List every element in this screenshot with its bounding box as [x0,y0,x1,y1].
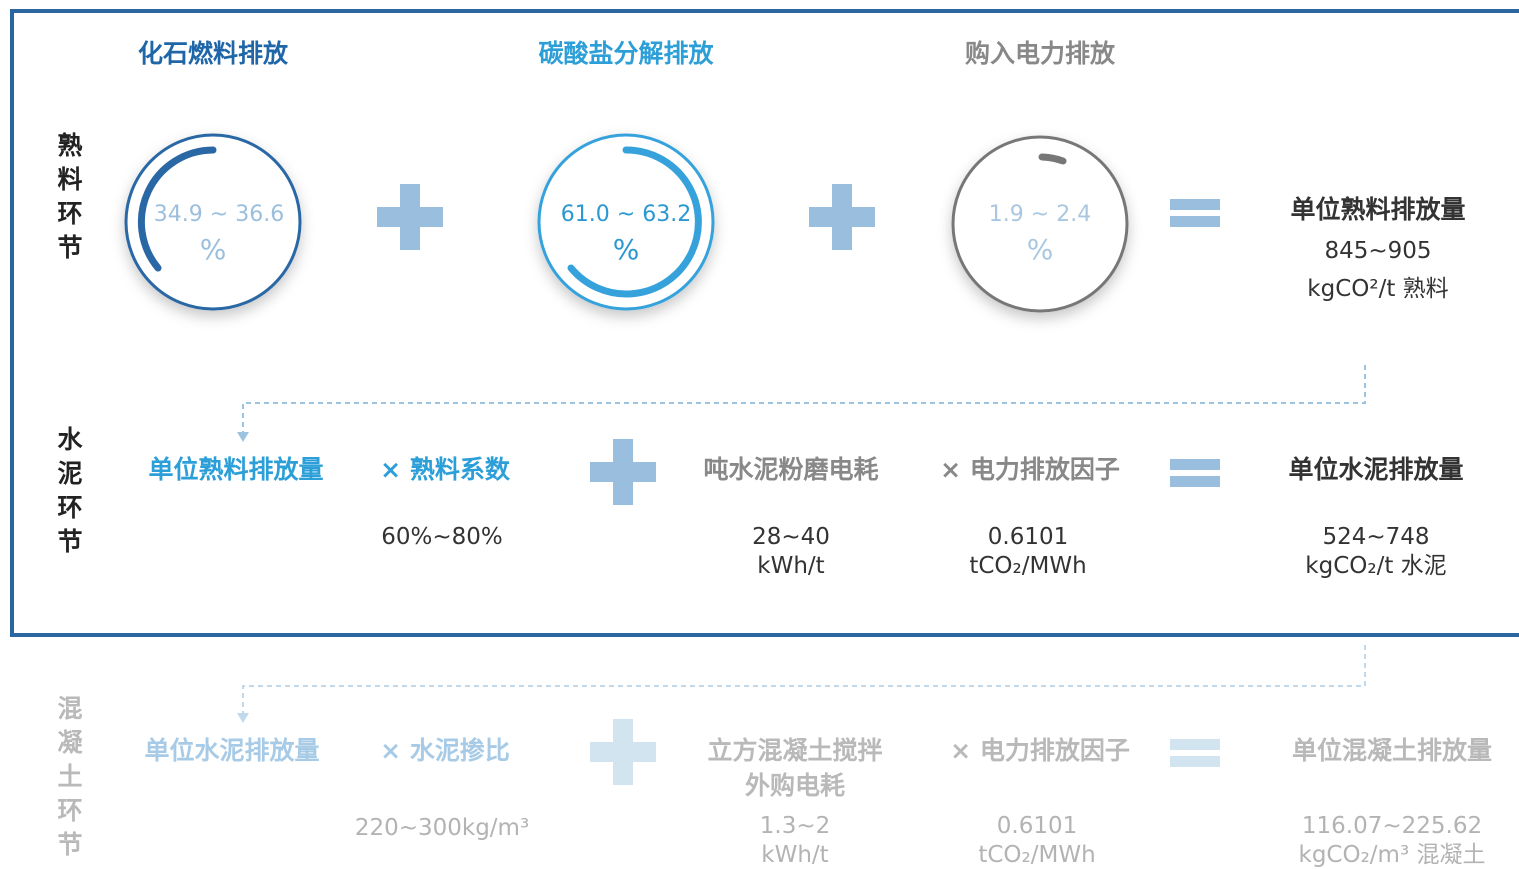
connectors [242,365,1366,716]
equals-signs [1170,199,1220,767]
plus-signs [377,184,875,785]
unit: % [1026,233,1054,266]
result-title: 单位熟料排放量 [1290,195,1466,224]
value: 0.6101 [987,524,1069,550]
result-value: 524~748 [1322,524,1430,550]
result-value: 116.07~225.62 [1301,813,1483,839]
unit: % [612,233,640,266]
circle-1 [124,133,302,311]
title: × 熟料系数 [380,455,510,484]
result-unit: kgCO₂/m³ 混凝土 [1298,842,1486,868]
result-title: 单位混凝土排放量 [1291,736,1493,765]
result-unit: kgCO₂/t 水泥 [1305,553,1447,579]
title: 碳酸盐分解排放 [538,39,714,68]
row-label: 混凝土环节 [54,695,83,865]
title: 化石燃料排放 [137,39,289,68]
value: 60%~80% [381,524,503,550]
range: 34.9 ~ 36.6 [153,202,285,227]
row-label: 水泥环节 [54,426,83,562]
title: 单位熟料排放量 [148,455,324,484]
circle-2 [537,133,715,311]
value: 0.6101 [996,813,1078,839]
title: × 电力排放因子 [940,455,1120,484]
row-label: 熟料环节 [54,132,83,268]
value: 1.3~2 [759,813,831,839]
result-title: 单位水泥排放量 [1288,455,1464,484]
result-value: 845~905 [1324,238,1432,264]
title: 单位水泥排放量 [144,736,320,765]
value: 220~300kg/m³ [354,815,530,841]
arrow [237,432,249,442]
title: 吨水泥粉磨电耗 [703,455,879,484]
arrow [237,713,249,723]
title: × 水泥掺比 [380,736,510,765]
title: 购入电力排放 [964,39,1116,68]
value: 28~40 [752,524,830,550]
unit: tCO₂/MWh [978,842,1096,868]
title: × 电力排放因子 [950,736,1130,765]
frame [10,9,1519,637]
title: 外购电耗 [744,771,846,800]
unit: kWh/t [761,842,829,868]
range: 61.0 ~ 63.2 [560,202,692,227]
title: 立方混凝土搅拌 [707,736,883,765]
circle-3 [951,135,1129,313]
unit: kWh/t [757,553,825,579]
result-unit: kgCO²/t 熟料 [1307,276,1449,302]
range: 1.9 ~ 2.4 [988,202,1092,227]
unit: tCO₂/MWh [969,553,1087,579]
unit: % [199,233,227,266]
